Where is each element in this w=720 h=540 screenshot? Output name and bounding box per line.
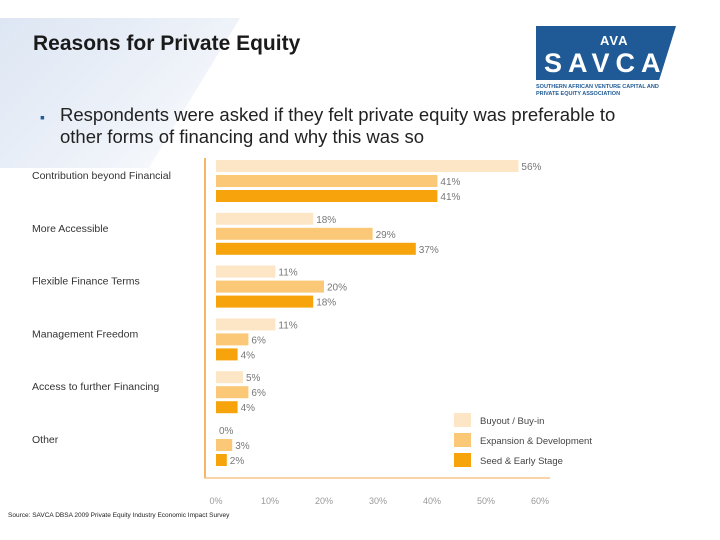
savca-logo: AVA SAVCA [536,26,676,80]
bar [216,212,314,225]
category-label: Other [32,434,59,446]
data-label: 6% [251,335,266,346]
legend-swatch [454,453,471,467]
legend-swatch [454,413,471,427]
data-label: 41% [440,177,460,188]
bar [216,295,314,308]
bar [216,265,276,278]
category-label: Flexible Finance Terms [32,276,140,288]
bar [216,333,249,346]
bar [216,454,227,466]
data-label: 41% [440,192,460,203]
square-bullet-icon: ▪ [40,109,45,125]
data-label: 56% [521,162,541,173]
data-label: 20% [327,283,347,294]
legend-label: Seed & Early Stage [480,456,563,467]
x-tick-label: 60% [531,496,549,506]
data-label: 18% [316,215,336,226]
data-label: 18% [316,298,336,309]
data-label: 0% [219,426,234,437]
x-tick-label: 10% [261,496,279,506]
category-label: More Accessible [32,223,109,235]
slide-title: Reasons for Private Equity [33,32,301,55]
x-tick-label: 50% [477,496,495,506]
data-label: 11% [278,320,297,331]
bar [216,318,276,331]
legend-swatch [454,433,471,447]
bar [216,401,238,414]
bar [216,175,438,187]
bar [216,190,438,202]
x-tick-label: 30% [369,496,387,506]
bar [216,371,243,384]
bar [216,280,324,293]
data-label: 2% [230,456,245,467]
bar [216,348,238,361]
data-label: 4% [241,350,256,361]
data-label: 4% [241,403,256,414]
bullet-text: Respondents were asked if they felt priv… [60,104,616,147]
data-label: 37% [419,245,439,256]
legend-label: Expansion & Development [480,436,592,447]
data-label: 29% [376,230,396,241]
bar [216,160,519,172]
category-label: Contribution beyond Financial [32,170,171,182]
logo-mark: AVA [600,33,629,48]
data-label: 6% [251,388,266,399]
x-tick-label: 20% [315,496,333,506]
bar [216,439,233,451]
x-tick-label: 0% [209,496,222,506]
logo-subtitle: SOUTHERN AFRICAN VENTURE CAPITAL AND PRI… [536,84,659,97]
bar [216,386,249,399]
category-label: Management Freedom [32,328,138,340]
bar [216,242,416,255]
data-label: 5% [246,373,261,384]
legend-label: Buyout / Buy-in [480,416,544,427]
logo-text: SAVCA [544,48,667,78]
data-label: 3% [235,441,250,452]
x-tick-label: 40% [423,496,441,506]
category-label: Access to further Financing [32,381,159,393]
source-note: Source: SAVCA DBSA 2009 Private Equity I… [8,512,230,519]
data-label: 11% [278,268,297,279]
bar [216,227,373,240]
